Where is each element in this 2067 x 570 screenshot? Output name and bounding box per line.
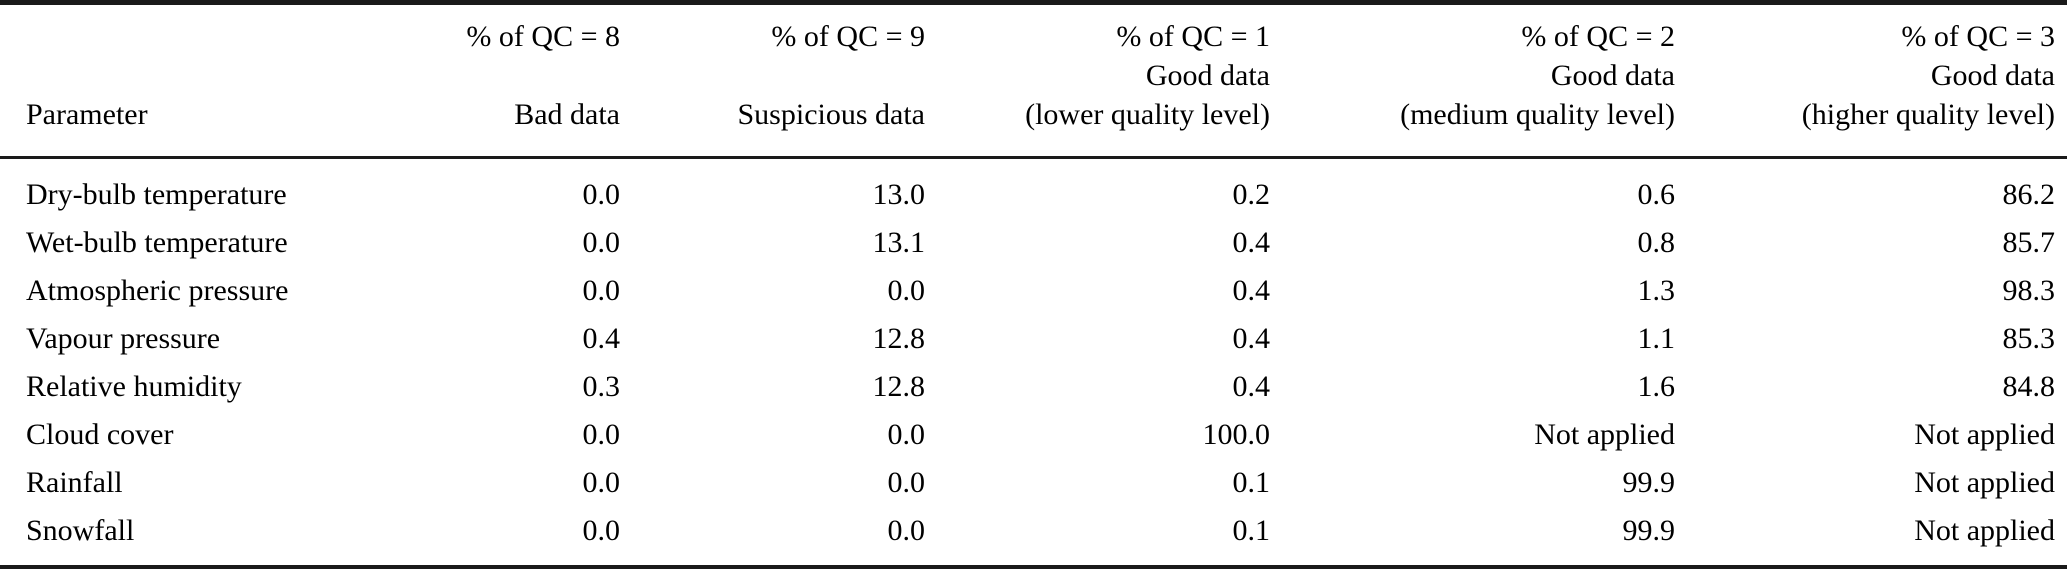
value-cell: 99.9 <box>1622 466 1676 499</box>
parameter-cell: Snowfall <box>26 514 135 547</box>
value-cell: 0.1 <box>1232 514 1271 547</box>
table-row: Relative humidity 0.3 12.8 0.4 1.6 84.8 <box>0 363 2067 411</box>
header-qc3-line2: Good data <box>1930 59 2055 92</box>
parameter-cell: Wet-bulb temperature <box>26 226 288 259</box>
value-cell: 13.1 <box>872 226 926 259</box>
value-cell: 98.3 <box>2002 274 2056 307</box>
value-cell: 0.0 <box>887 274 926 307</box>
header-qc9-line2 <box>620 56 925 95</box>
parameter-cell: Atmospheric pressure <box>26 274 289 307</box>
column-header-qc2: % of QC = 2 Good data (medium quality le… <box>1270 2 1675 159</box>
value-cell: 0.1 <box>1232 466 1271 499</box>
table-row: Rainfall 0.0 0.0 0.1 99.9 Not applied <box>0 459 2067 507</box>
column-header-qc8: % of QC = 8 Bad data <box>375 2 620 159</box>
header-qc1-line3: (lower quality level) <box>1025 98 1270 131</box>
table-row: Cloud cover 0.0 0.0 100.0 Not applied No… <box>0 411 2067 459</box>
header-qc9-line3: Suspicious data <box>737 98 926 131</box>
header-qc2-line3: (medium quality level) <box>1400 98 1675 131</box>
header-qc1-line2: Good data <box>1145 59 1270 92</box>
value-cell: 0.0 <box>887 514 926 547</box>
value-cell: Not applied <box>1914 514 2055 547</box>
value-cell: 12.8 <box>872 322 926 355</box>
value-cell: 0.4 <box>1232 322 1271 355</box>
value-cell: 99.9 <box>1622 514 1676 547</box>
value-cell: 0.4 <box>1232 274 1271 307</box>
parameter-cell: Cloud cover <box>26 418 174 451</box>
header-row: Parameter % of QC = 8 Bad data % of QC =… <box>0 2 2067 159</box>
value-cell: 85.7 <box>2002 226 2056 259</box>
table-row: Dry-bulb temperature 0.0 13.0 0.2 0.6 86… <box>0 158 2067 220</box>
value-cell: 0.0 <box>582 178 621 211</box>
table-header: Parameter % of QC = 8 Bad data % of QC =… <box>0 2 2067 159</box>
header-qc8-line3: Bad data <box>514 98 620 131</box>
header-qc2-line1: % of QC = 2 <box>1521 20 1675 53</box>
value-cell: 12.8 <box>872 370 926 403</box>
value-cell: 0.0 <box>582 514 621 547</box>
value-cell: 0.3 <box>582 370 621 403</box>
header-qc3-line3: (higher quality level) <box>1801 98 2055 131</box>
value-cell: 86.2 <box>2002 178 2056 211</box>
value-cell: 1.3 <box>1637 274 1676 307</box>
header-qc8-line2 <box>375 56 620 95</box>
header-line-spacer <box>26 56 375 95</box>
value-cell: 0.0 <box>887 418 926 451</box>
column-header-qc3: % of QC = 3 Good data (higher quality le… <box>1675 2 2067 159</box>
value-cell: 0.4 <box>1232 370 1271 403</box>
table-row: Snowfall 0.0 0.0 0.1 99.9 Not applied <box>0 507 2067 567</box>
value-cell: 1.6 <box>1637 370 1676 403</box>
header-line-spacer <box>26 17 375 56</box>
value-cell: Not applied <box>1534 418 1675 451</box>
header-qc9-line1: % of QC = 9 <box>771 20 925 53</box>
value-cell: 0.0 <box>582 418 621 451</box>
table-row: Wet-bulb temperature 0.0 13.1 0.4 0.8 85… <box>0 219 2067 267</box>
value-cell: 13.0 <box>872 178 926 211</box>
table-row: Vapour pressure 0.4 12.8 0.4 1.1 85.3 <box>0 315 2067 363</box>
value-cell: 0.2 <box>1232 178 1271 211</box>
value-cell: Not applied <box>1914 418 2055 451</box>
table-body: Dry-bulb temperature 0.0 13.0 0.2 0.6 86… <box>0 158 2067 568</box>
parameter-cell: Vapour pressure <box>26 322 221 355</box>
header-qc3-line1: % of QC = 3 <box>1901 20 2055 53</box>
value-cell: 0.6 <box>1637 178 1676 211</box>
value-cell: 0.8 <box>1637 226 1676 259</box>
value-cell: 0.4 <box>582 322 621 355</box>
parameter-cell: Relative humidity <box>26 370 242 403</box>
column-header-qc9: % of QC = 9 Suspicious data <box>620 2 926 159</box>
table-row: Atmospheric pressure 0.0 0.0 0.4 1.3 98.… <box>0 267 2067 315</box>
value-cell: 84.8 <box>2002 370 2056 403</box>
value-cell: 100.0 <box>1202 418 1271 451</box>
value-cell: 0.0 <box>582 226 621 259</box>
value-cell: Not applied <box>1914 466 2055 499</box>
header-qc8-line1: % of QC = 8 <box>466 20 620 53</box>
header-qc2-line2: Good data <box>1550 59 1675 92</box>
header-parameter-label: Parameter <box>26 98 148 131</box>
column-header-parameter: Parameter <box>0 2 375 159</box>
parameter-cell: Dry-bulb temperature <box>26 178 287 211</box>
header-qc1-line1: % of QC = 1 <box>1116 20 1270 53</box>
value-cell: 0.0 <box>887 466 926 499</box>
value-cell: 1.1 <box>1637 322 1676 355</box>
column-header-qc1: % of QC = 1 Good data (lower quality lev… <box>925 2 1270 159</box>
value-cell: 0.4 <box>1232 226 1271 259</box>
value-cell: 85.3 <box>2002 322 2056 355</box>
value-cell: 0.0 <box>582 466 621 499</box>
value-cell: 0.0 <box>582 274 621 307</box>
parameter-cell: Rainfall <box>26 466 123 499</box>
